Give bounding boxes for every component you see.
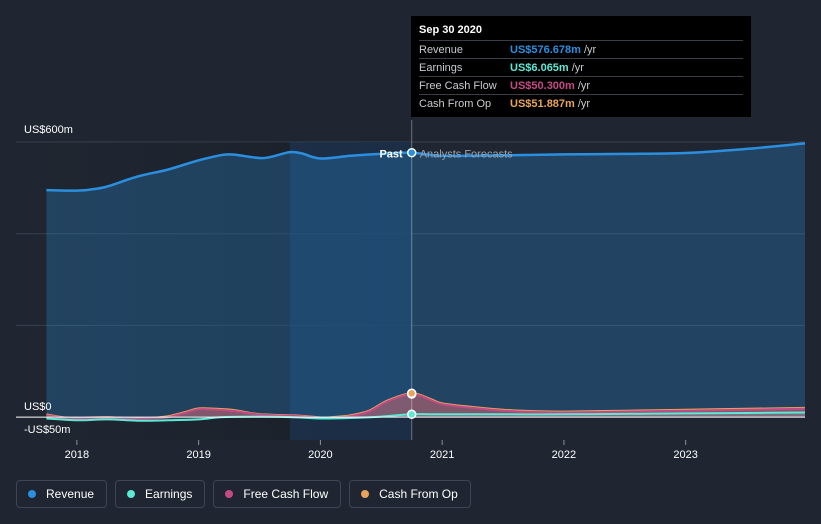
- tooltip-unit: /yr: [577, 79, 591, 92]
- tooltip-row-cash-from-op: Cash From Op US$51.887m /yr: [419, 94, 743, 112]
- legend-label: Free Cash Flow: [243, 487, 329, 501]
- x-tick-label: 2020: [308, 449, 332, 461]
- x-tick-label: 2023: [673, 449, 697, 461]
- x-tick-label: 2022: [552, 449, 576, 461]
- past-label: Past: [379, 149, 403, 161]
- legend-item-free-cash-flow[interactable]: Free Cash Flow: [213, 480, 342, 508]
- cash-from-op-marker: [406, 388, 417, 399]
- highlight-band: [289, 142, 412, 440]
- tooltip-row-free-cash-flow: Free Cash Flow US$50.300m /yr: [419, 76, 743, 94]
- revenue-line: [46, 142, 806, 192]
- x-tick-label: 2018: [65, 449, 89, 461]
- y-tick-label: -US$50m: [24, 424, 70, 436]
- earnings-line: [46, 411, 806, 422]
- legend-dot-icon: [28, 490, 36, 498]
- x-tick-label: 2019: [186, 449, 210, 461]
- legend-item-revenue[interactable]: Revenue: [16, 480, 108, 508]
- tooltip-unit: /yr: [577, 97, 591, 110]
- revenue-area: [46, 143, 805, 418]
- legend-dot-icon: [225, 490, 234, 498]
- legend: Revenue Earnings Free Cash Flow Cash Fro…: [16, 480, 471, 508]
- tooltip-row-revenue: Revenue US$576.678m /yr: [419, 40, 743, 58]
- revenue-marker: [406, 147, 417, 158]
- tooltip: Sep 30 2020 Revenue US$576.678m /yr Earn…: [411, 16, 751, 117]
- y-tick-label: US$600m: [24, 124, 73, 136]
- tooltip-label: Revenue: [419, 43, 464, 56]
- tooltip-value: US$51.887m: [510, 97, 575, 110]
- tooltip-label: Cash From Op: [419, 97, 492, 110]
- forecast-label: Analysts Forecasts: [420, 149, 513, 161]
- legend-dot-icon: [127, 490, 136, 498]
- tooltip-unit: /yr: [583, 43, 597, 56]
- earnings-marker: [406, 409, 417, 420]
- legend-label: Earnings: [145, 487, 193, 501]
- legend-item-cash-from-op[interactable]: Cash From Op: [349, 480, 471, 508]
- x-tick-label: 2021: [430, 449, 454, 461]
- y-tick-label: US$0: [24, 401, 52, 413]
- tooltip-date: Sep 30 2020: [419, 24, 482, 36]
- legend-label: Revenue: [46, 487, 95, 501]
- tooltip-row-earnings: Earnings US$6.065m /yr: [419, 58, 743, 76]
- tooltip-value: US$6.065m: [510, 61, 569, 74]
- tooltip-value: US$50.300m: [510, 79, 575, 92]
- legend-dot-icon: [361, 490, 370, 498]
- tooltip-label: Free Cash Flow: [419, 79, 497, 92]
- tooltip-value: US$576.678m: [510, 43, 581, 56]
- tooltip-unit: /yr: [571, 61, 584, 74]
- legend-label: Cash From Op: [379, 487, 458, 501]
- legend-item-earnings[interactable]: Earnings: [115, 480, 206, 508]
- tooltip-label: Earnings: [419, 61, 463, 74]
